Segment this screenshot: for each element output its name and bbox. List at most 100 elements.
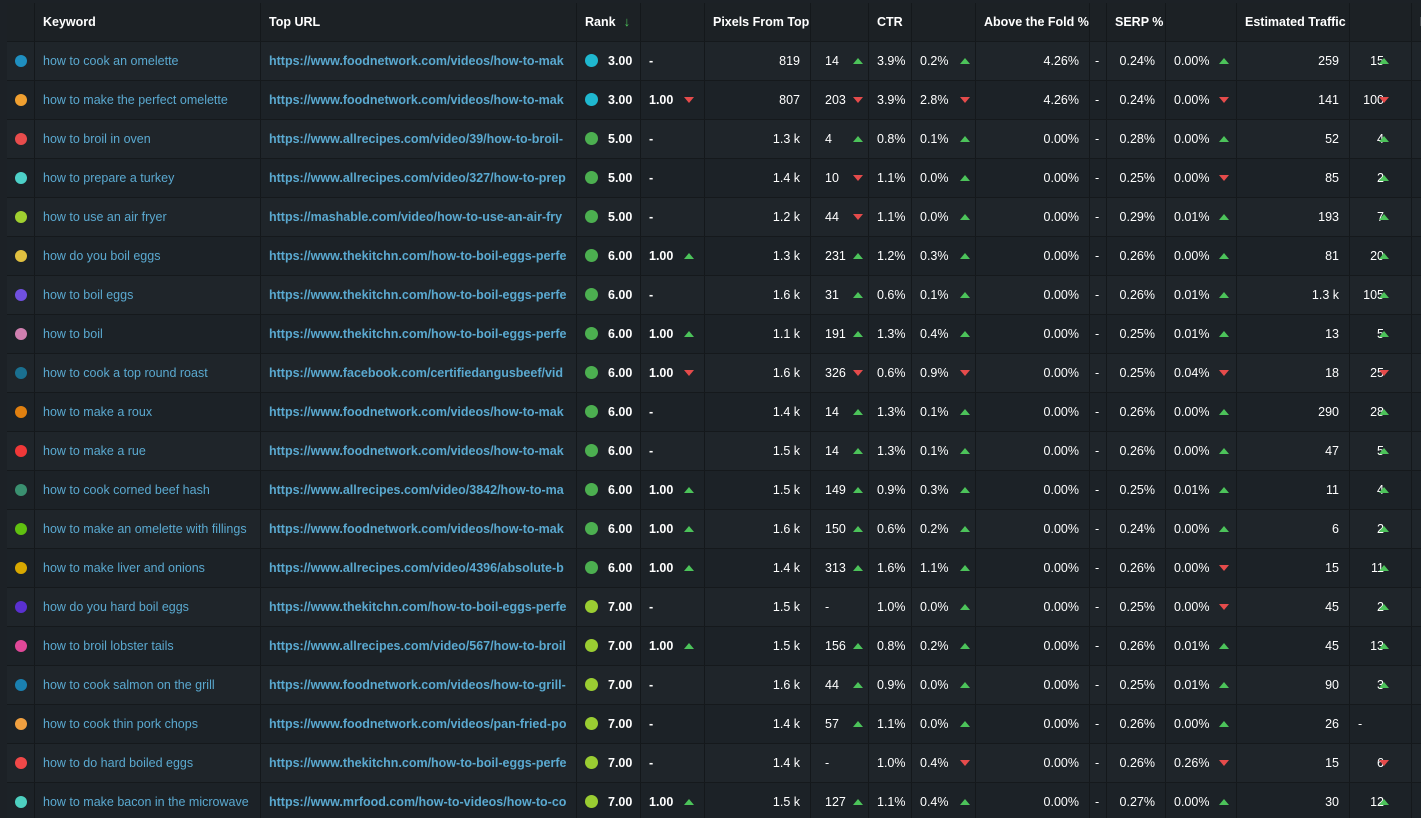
above-the-fold-change: - bbox=[1090, 705, 1107, 743]
keyword-link[interactable]: how to make an omelette with fillings bbox=[35, 510, 261, 548]
trend-up-icon bbox=[960, 682, 970, 688]
keyword-link[interactable]: how to make a rue bbox=[35, 432, 261, 470]
keyword-link[interactable]: how to make bacon in the microwave bbox=[35, 783, 261, 818]
trend-up-icon bbox=[1219, 214, 1229, 220]
table-row[interactable]: how to boil eggs https://www.thekitchn.co… bbox=[7, 276, 1421, 315]
keyword-link[interactable]: how to do hard boiled eggs bbox=[35, 744, 261, 782]
rank-cell: 6.00 bbox=[577, 237, 641, 275]
top-url-link[interactable]: https://www.foodnetwork.com/videos/how-t… bbox=[261, 510, 577, 548]
table-row[interactable]: how to make bacon in the microwave https:… bbox=[7, 783, 1421, 818]
keyword-link[interactable]: how to cook a top round roast bbox=[35, 354, 261, 392]
header-rank[interactable]: Rank ↓ bbox=[577, 3, 641, 41]
top-url-link[interactable]: https://www.mrfood.com/how-to-videos/how… bbox=[261, 783, 577, 818]
trend-up-icon bbox=[1379, 58, 1389, 64]
rank-value: 6.00 bbox=[608, 561, 633, 575]
keyword-link[interactable]: how to cook salmon on the grill bbox=[35, 666, 261, 704]
table-row[interactable]: how do you boil eggs https://www.thekitch… bbox=[7, 237, 1421, 276]
table-row[interactable]: how to do hard boiled eggs https://www.th… bbox=[7, 744, 1421, 783]
top-url-link[interactable]: https://www.foodnetwork.com/videos/how-t… bbox=[261, 432, 577, 470]
top-url-link[interactable]: https://www.thekitchn.com/how-to-boil-eg… bbox=[261, 237, 577, 275]
trend-up-icon bbox=[1379, 604, 1389, 610]
keyword-link[interactable]: how to use an air fryer bbox=[35, 198, 261, 236]
keyword-link[interactable]: how to broil lobster tails bbox=[35, 627, 261, 665]
traffic-change: 6 bbox=[1350, 744, 1412, 782]
header-ctr[interactable]: CTR bbox=[869, 3, 912, 41]
table-row[interactable]: how to cook corned beef hash https://www.… bbox=[7, 471, 1421, 510]
top-url-link[interactable]: https://www.foodnetwork.com/videos/how-t… bbox=[261, 393, 577, 431]
header-next-column-partial[interactable]: F bbox=[1412, 3, 1421, 41]
rank-indicator-dot bbox=[585, 405, 598, 419]
keyword-link[interactable]: how to cook corned beef hash bbox=[35, 471, 261, 509]
pixels-from-top: 807 bbox=[705, 81, 811, 119]
table-row[interactable]: how to cook an omelette https://www.foodn… bbox=[7, 42, 1421, 81]
header-above-the-fold[interactable]: Above the Fold % bbox=[976, 3, 1090, 41]
keyword-link[interactable]: how to broil in oven bbox=[35, 120, 261, 158]
table-row[interactable]: how to boil https://www.thekitchn.com/how… bbox=[7, 315, 1421, 354]
top-url-link[interactable]: https://www.allrecipes.com/video/3842/ho… bbox=[261, 471, 577, 509]
table-row[interactable]: how to make a rue https://www.foodnetwork… bbox=[7, 432, 1421, 471]
table-row[interactable]: how to prepare a turkey https://www.allre… bbox=[7, 159, 1421, 198]
table-row[interactable]: how to broil lobster tails https://www.al… bbox=[7, 627, 1421, 666]
rank-change-value: - bbox=[649, 717, 654, 731]
table-row[interactable]: how to make an omelette with fillings htt… bbox=[7, 510, 1421, 549]
top-url-link[interactable]: https://www.thekitchn.com/how-to-boil-eg… bbox=[261, 744, 577, 782]
top-url-link[interactable]: https://www.foodnetwork.com/videos/how-t… bbox=[261, 42, 577, 80]
header-estimated-traffic[interactable]: Estimated Traffic bbox=[1237, 3, 1350, 41]
top-url-link[interactable]: https://www.facebook.com/certifiedangusb… bbox=[261, 354, 577, 392]
table-row[interactable]: how to use an air fryer https://mashable.… bbox=[7, 198, 1421, 237]
rank-change-value: 1.00 bbox=[649, 522, 674, 536]
trend-up-icon bbox=[853, 58, 863, 64]
rank-change-value: 1.00 bbox=[649, 561, 674, 575]
table-row[interactable]: how to make a roux https://www.foodnetwor… bbox=[7, 393, 1421, 432]
header-top-url[interactable]: Top URL bbox=[261, 3, 577, 41]
table-row[interactable]: how to cook thin pork chops https://www.f… bbox=[7, 705, 1421, 744]
header-serp[interactable]: SERP % bbox=[1107, 3, 1166, 41]
keyword-color-dot bbox=[15, 718, 27, 730]
above-the-fold-value: 0.00% bbox=[976, 471, 1090, 509]
keyword-link[interactable]: how to prepare a turkey bbox=[35, 159, 261, 197]
keyword-link[interactable]: how do you boil eggs bbox=[35, 237, 261, 275]
keyword-link[interactable]: how to boil eggs bbox=[35, 276, 261, 314]
pixels-from-top: 1.6 k bbox=[705, 510, 811, 548]
table-row[interactable]: how to cook a top round roast https://www… bbox=[7, 354, 1421, 393]
trend-up-icon bbox=[960, 409, 970, 415]
top-url-link[interactable]: https://www.thekitchn.com/how-to-boil-eg… bbox=[261, 588, 577, 626]
rank-indicator-dot bbox=[585, 366, 598, 380]
top-url-link[interactable]: https://www.foodnetwork.com/videos/how-t… bbox=[261, 666, 577, 704]
top-url-link[interactable]: https://www.thekitchn.com/how-to-boil-eg… bbox=[261, 315, 577, 353]
trend-up-icon bbox=[1219, 58, 1229, 64]
ctr-change: 0.3% bbox=[912, 471, 976, 509]
keyword-link[interactable]: how do you hard boil eggs bbox=[35, 588, 261, 626]
top-url-link[interactable]: https://www.thekitchn.com/how-to-boil-eg… bbox=[261, 276, 577, 314]
header-pixels-from-top[interactable]: Pixels From Top bbox=[705, 3, 811, 41]
top-url-link[interactable]: https://www.allrecipes.com/video/39/how-… bbox=[261, 120, 577, 158]
top-url-link[interactable]: https://www.allrecipes.com/video/4396/ab… bbox=[261, 549, 577, 587]
above-the-fold-change: - bbox=[1090, 471, 1107, 509]
header-keyword[interactable]: Keyword bbox=[35, 3, 261, 41]
traffic-change: 7 bbox=[1350, 198, 1412, 236]
top-url-link[interactable]: https://www.allrecipes.com/video/567/how… bbox=[261, 627, 577, 665]
keyword-link[interactable]: how to make liver and onions bbox=[35, 549, 261, 587]
sort-descending-icon[interactable]: ↓ bbox=[623, 14, 631, 29]
keyword-link[interactable]: how to make the perfect omelette bbox=[35, 81, 261, 119]
rank-cell: 6.00 bbox=[577, 510, 641, 548]
keyword-link[interactable]: how to cook thin pork chops bbox=[35, 705, 261, 743]
table-header: Keyword Top URL Rank ↓ Pixels From Top CT… bbox=[7, 3, 1421, 42]
serp-change-value: 0.00% bbox=[1174, 444, 1210, 458]
serp-value: 0.25% bbox=[1107, 471, 1166, 509]
table-row[interactable]: how to make liver and onions https://www.… bbox=[7, 549, 1421, 588]
keyword-link[interactable]: how to cook an omelette bbox=[35, 42, 261, 80]
keyword-link[interactable]: how to boil bbox=[35, 315, 261, 353]
top-url-link[interactable]: https://www.foodnetwork.com/videos/how-t… bbox=[261, 81, 577, 119]
table-row[interactable]: how to broil in oven https://www.allrecip… bbox=[7, 120, 1421, 159]
table-row[interactable]: how to make the perfect omelette https://… bbox=[7, 81, 1421, 120]
table-row[interactable]: how do you hard boil eggs https://www.the… bbox=[7, 588, 1421, 627]
keyword-link[interactable]: how to make a roux bbox=[35, 393, 261, 431]
table-row[interactable]: how to cook salmon on the grill https://w… bbox=[7, 666, 1421, 705]
rank-change-value: - bbox=[649, 210, 654, 224]
above-the-fold-change: - bbox=[1090, 198, 1107, 236]
keyword-color-cell bbox=[7, 627, 35, 665]
top-url-link[interactable]: https://mashable.com/video/how-to-use-an… bbox=[261, 198, 577, 236]
top-url-link[interactable]: https://www.foodnetwork.com/videos/pan-f… bbox=[261, 705, 577, 743]
top-url-link[interactable]: https://www.allrecipes.com/video/327/how… bbox=[261, 159, 577, 197]
